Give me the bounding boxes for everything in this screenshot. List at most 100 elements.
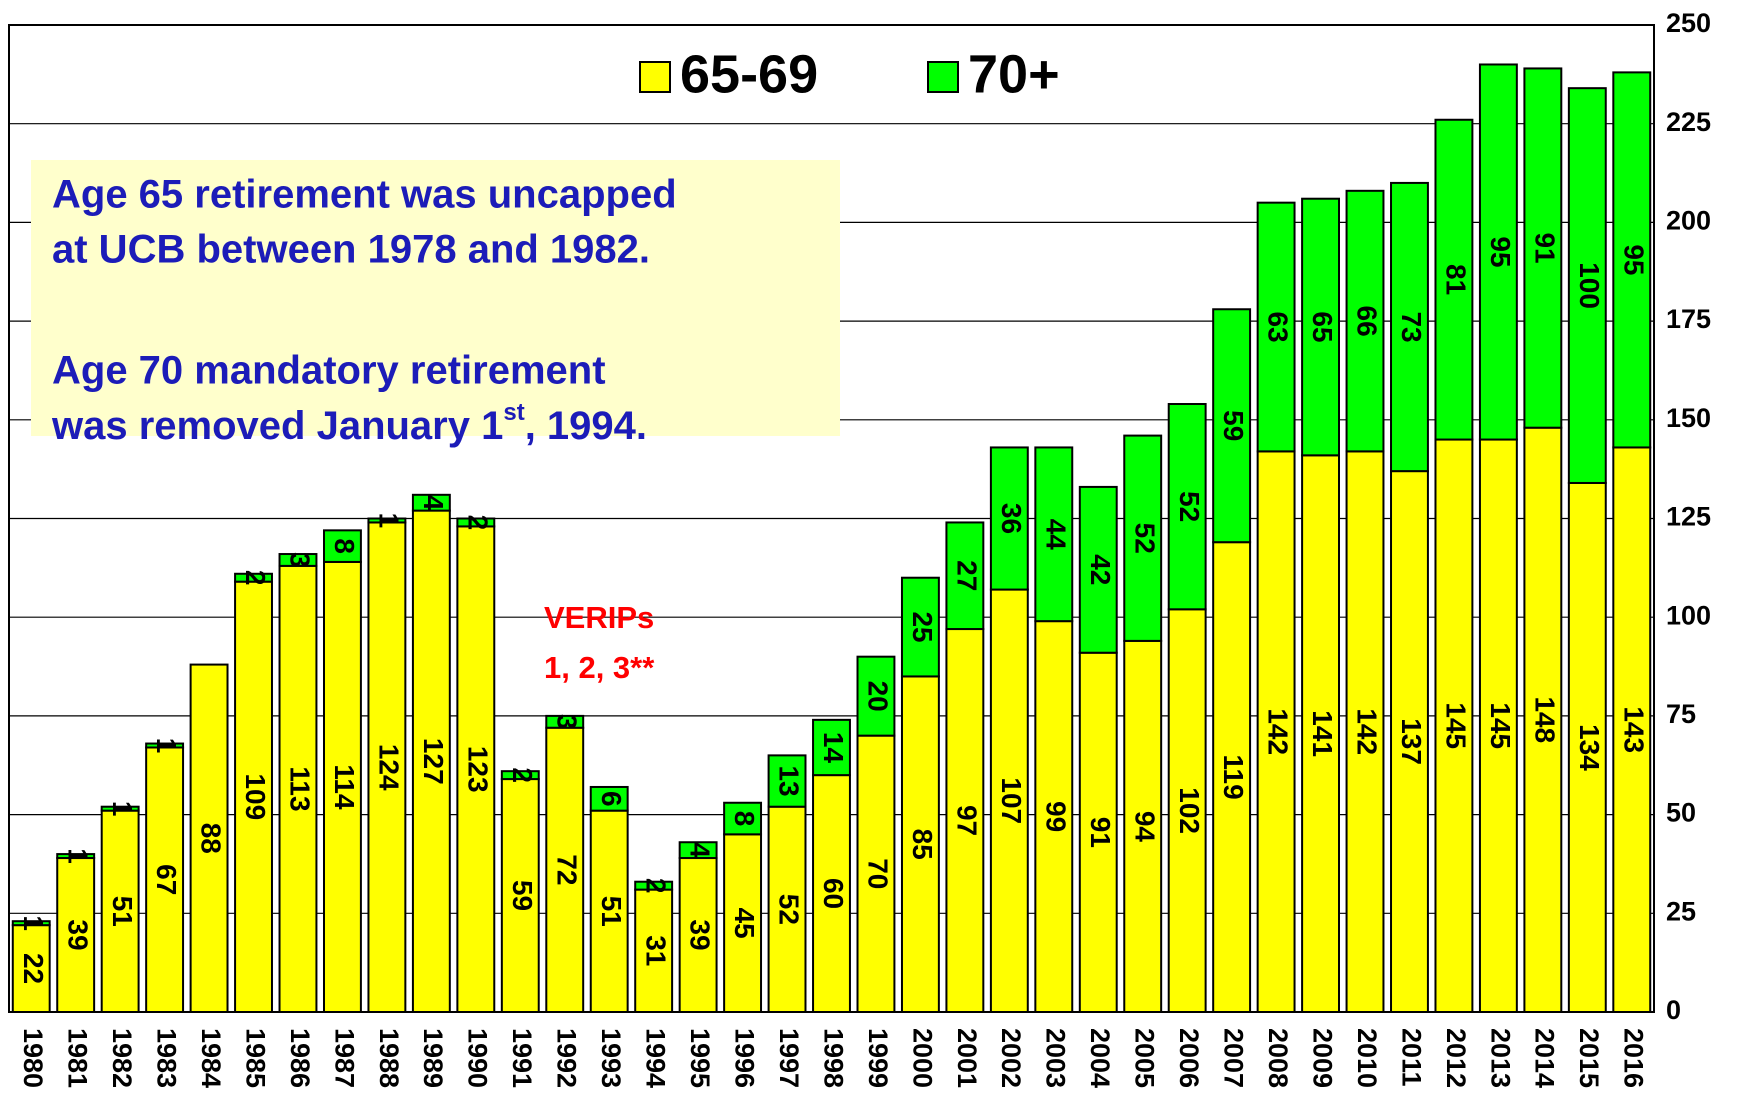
bar-segment	[989, 446, 1029, 591]
note-line: at UCB between 1978 and 1982.	[52, 228, 650, 272]
x-tick-label: 1983	[151, 1028, 181, 1088]
data-label: 70	[863, 858, 894, 889]
data-label: 59	[1218, 410, 1249, 441]
y-tick-label: 225	[1666, 107, 1711, 137]
data-label: 4	[685, 842, 716, 858]
data-label: 91	[1085, 817, 1116, 848]
bar-segment	[1301, 197, 1341, 457]
data-label: 51	[596, 896, 627, 927]
y-tick-label: 75	[1666, 699, 1696, 729]
data-label: 1	[18, 915, 49, 931]
bar-segment	[278, 553, 318, 567]
data-label: 97	[951, 805, 982, 836]
x-tick-label: 1995	[685, 1028, 715, 1088]
data-label: 4	[418, 495, 449, 511]
data-label: 134	[1574, 724, 1605, 771]
data-label: 51	[107, 896, 138, 927]
bar-segment	[1078, 651, 1118, 1013]
note-line: was removed January 1st, 1994.	[51, 399, 647, 447]
data-label: 72	[551, 854, 582, 885]
bar-segment	[456, 525, 496, 1013]
bar-segment	[1034, 446, 1074, 623]
bar-segment	[1345, 450, 1385, 1014]
x-tick-label: 2001	[952, 1028, 982, 1088]
x-tick-label: 2016	[1619, 1028, 1649, 1088]
y-tick-label: 150	[1666, 403, 1711, 433]
bar-segment	[100, 805, 140, 812]
bar-segment	[456, 517, 496, 528]
bar-segment	[322, 529, 362, 563]
y-tick-label: 100	[1666, 600, 1711, 630]
data-label: 119	[1218, 755, 1249, 800]
x-tick-label: 2010	[1352, 1028, 1382, 1088]
note-text: was removed January 1	[51, 404, 503, 448]
x-tick-label: 2004	[1085, 1028, 1115, 1088]
data-label: 2	[240, 570, 271, 586]
data-label: 22	[18, 953, 49, 984]
note-line: Age 70 mandatory retirement	[52, 349, 606, 393]
x-tick-label: 1986	[285, 1028, 315, 1088]
bar-segment	[234, 572, 273, 583]
data-label: 85	[907, 829, 938, 860]
y-tick-label: 25	[1666, 896, 1696, 926]
bar-segment	[1078, 485, 1118, 654]
data-label: 36	[996, 503, 1027, 534]
bar-segment	[634, 888, 674, 1013]
bar-segment	[1478, 438, 1518, 1014]
x-tick-label: 1992	[552, 1028, 582, 1088]
bar-segment	[1523, 67, 1563, 429]
bar-segment	[1434, 118, 1474, 441]
x-tick-label: 1998	[818, 1028, 848, 1088]
bar-segment	[1123, 434, 1163, 642]
x-tick-label: 1990	[463, 1028, 493, 1088]
x-tick-label: 2009	[1307, 1028, 1337, 1088]
bar-segment	[56, 853, 96, 860]
x-tick-label: 1981	[63, 1028, 93, 1088]
bar-segment	[678, 841, 718, 860]
bar-segment	[945, 521, 985, 631]
data-label: 107	[996, 777, 1027, 824]
x-tick-label: 2008	[1263, 1028, 1293, 1088]
bar-segment	[411, 509, 451, 1013]
note-line: Age 65 retirement was uncapped	[52, 173, 677, 217]
x-tick-label: 2011	[1396, 1028, 1426, 1087]
x-tick-label: 2014	[1530, 1028, 1560, 1088]
legend-label: 65-69	[680, 44, 818, 104]
x-tick-label: 1984	[196, 1028, 226, 1088]
data-label: 20	[863, 681, 894, 712]
y-tick-label: 250	[1666, 8, 1711, 38]
bar-segment	[1212, 308, 1252, 544]
legend-swatch	[639, 61, 671, 93]
x-tick-label: 1993	[596, 1028, 626, 1088]
data-label: 1	[107, 801, 138, 817]
bar-segment	[812, 718, 851, 777]
note-superscript: st	[503, 399, 524, 426]
data-label: 52	[1174, 491, 1205, 522]
y-tick-label: 50	[1666, 798, 1696, 828]
y-tick-label: 175	[1666, 304, 1711, 334]
data-label: 95	[1618, 244, 1649, 275]
bar-segment	[367, 521, 407, 1013]
bar-segment	[189, 663, 229, 1013]
bar-segment	[411, 493, 451, 512]
data-label: 2	[507, 767, 538, 783]
bar-segment	[322, 560, 362, 1013]
bar-segment	[1301, 454, 1341, 1014]
data-label: 148	[1529, 696, 1560, 743]
plot-border	[8, 24, 1655, 1013]
data-label: 2	[462, 515, 493, 531]
bar-segment	[945, 628, 985, 1013]
bar-segment	[545, 714, 585, 729]
data-label: 94	[1129, 811, 1160, 843]
data-label: 95	[1485, 236, 1516, 267]
bar-segment	[723, 801, 763, 836]
data-label: 81	[1441, 264, 1472, 295]
bar-segment	[1612, 71, 1652, 449]
data-label: 59	[507, 880, 538, 911]
bar-segment	[11, 920, 51, 927]
data-label: 27	[951, 560, 982, 591]
x-tick-label: 1982	[107, 1028, 137, 1088]
data-label: 1	[374, 513, 405, 529]
data-label: 52	[774, 894, 805, 925]
